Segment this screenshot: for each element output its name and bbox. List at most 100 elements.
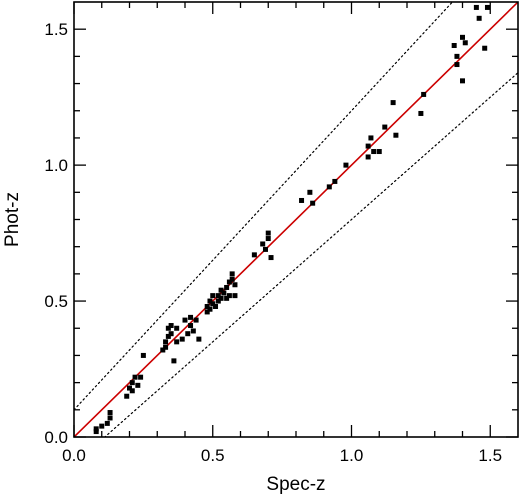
data-point <box>174 339 180 345</box>
data-point <box>462 40 468 46</box>
data-point <box>129 388 135 394</box>
data-point <box>171 358 177 364</box>
data-point <box>393 132 399 138</box>
data-point <box>193 317 199 323</box>
data-point <box>224 284 230 290</box>
x-tick-label: 1.0 <box>340 446 364 465</box>
data-point <box>204 309 210 315</box>
axis-ticks: 0.0 0.5 1.0 1.5 0.0 0.5 1.0 1.5 <box>44 2 518 465</box>
data-point <box>207 298 213 304</box>
reference-lines <box>74 2 518 437</box>
y-tick-label: 0.5 <box>44 292 68 311</box>
x-axis-label: Spec-z <box>266 474 325 495</box>
lower-bound-line <box>103 72 518 437</box>
data-point <box>226 293 232 299</box>
data-point <box>207 306 213 312</box>
data-point <box>129 380 135 386</box>
data-point <box>460 34 465 40</box>
data-point <box>165 325 171 331</box>
x-tick-label: 0.0 <box>62 446 86 465</box>
data-point <box>210 293 216 299</box>
data-point <box>460 78 465 84</box>
data-point <box>365 143 371 149</box>
data-point <box>160 347 166 353</box>
y-tick-label: 1.0 <box>44 156 68 175</box>
data-point <box>332 178 338 184</box>
data-point <box>299 197 305 203</box>
data-point <box>188 314 194 320</box>
data-point <box>196 336 202 342</box>
data-point <box>185 331 191 337</box>
data-point <box>454 53 460 59</box>
data-point <box>226 279 232 285</box>
data-point <box>382 124 388 130</box>
data-point <box>127 385 132 391</box>
x-tick-label: 1.5 <box>478 446 502 465</box>
data-point <box>138 374 144 380</box>
data-point <box>343 162 349 168</box>
data-point <box>140 352 146 358</box>
data-point <box>232 282 238 288</box>
data-point <box>93 429 99 435</box>
y-axis-label: Phot-z <box>2 192 23 247</box>
data-point <box>260 241 266 247</box>
data-point <box>262 246 268 252</box>
y-tick-label: 0.0 <box>44 428 68 447</box>
data-point <box>265 230 271 236</box>
data-point <box>484 4 490 10</box>
data-point <box>182 317 188 323</box>
data-point <box>215 298 221 304</box>
data-point <box>368 135 374 141</box>
data-point <box>210 301 216 307</box>
data-point <box>376 149 382 155</box>
data-point <box>265 236 271 242</box>
data-point <box>421 91 427 97</box>
data-point <box>224 295 230 301</box>
data-point <box>221 290 227 296</box>
data-point <box>99 423 105 429</box>
data-point <box>165 333 171 339</box>
data-point <box>326 184 332 190</box>
y-tick-label: 1.5 <box>44 20 68 39</box>
data-point <box>163 339 169 345</box>
data-point <box>229 276 235 282</box>
data-point <box>218 287 224 293</box>
data-point <box>124 393 130 399</box>
data-point <box>135 382 141 388</box>
data-point <box>104 420 110 426</box>
data-point <box>232 293 238 299</box>
data-point <box>190 328 196 334</box>
upper-bound-line <box>74 2 454 411</box>
data-point <box>307 189 313 195</box>
data-point <box>371 149 377 155</box>
data-point <box>93 426 99 432</box>
data-point <box>310 200 316 206</box>
data-point <box>418 110 424 116</box>
data-point <box>163 344 169 350</box>
data-point <box>215 293 221 299</box>
data-point <box>107 415 113 421</box>
data-point <box>251 252 257 258</box>
data-point <box>482 45 488 51</box>
data-point <box>268 255 274 261</box>
data-point <box>476 15 482 21</box>
data-point <box>168 331 174 337</box>
data-point <box>132 374 138 380</box>
data-point <box>229 271 235 277</box>
data-point <box>107 410 113 416</box>
data-point <box>454 62 460 68</box>
data-point <box>188 323 194 329</box>
data-point <box>451 43 457 48</box>
data-point <box>365 154 371 160</box>
data-point <box>213 304 219 309</box>
data-point <box>179 336 185 342</box>
x-tick-label: 0.5 <box>201 446 225 465</box>
data-point <box>204 304 210 309</box>
data-point <box>390 100 396 106</box>
data-points <box>93 4 490 435</box>
data-point <box>174 325 180 331</box>
one-to-one-line <box>74 2 518 437</box>
data-point <box>218 295 224 301</box>
